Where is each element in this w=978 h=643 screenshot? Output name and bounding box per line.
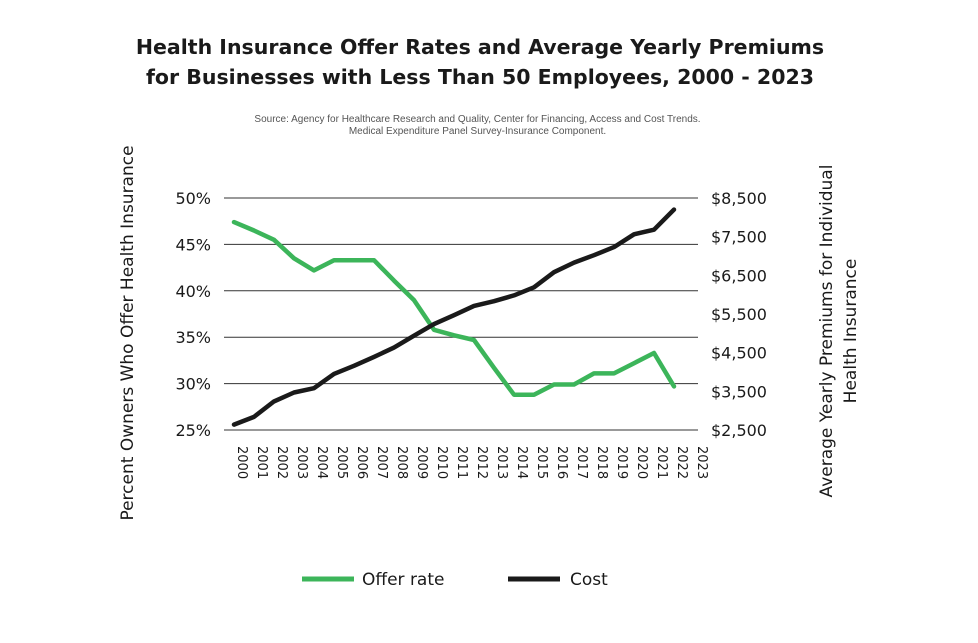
legend-label-offer-rate: Offer rate	[362, 570, 444, 590]
x-tick-label: 2004	[314, 446, 329, 479]
x-tick-label: 2018	[594, 446, 609, 479]
x-tick-label: 2022	[674, 446, 689, 479]
source-line-1: Source: Agency for Healthcare Research a…	[254, 114, 701, 125]
legend: Offer rate Cost	[302, 570, 608, 590]
right-y-tick-label: $4,500	[711, 344, 767, 363]
x-tick-label: 2015	[534, 446, 549, 479]
x-tick-label: 2006	[354, 446, 369, 479]
x-axis-ticks: 2000 2001 2002 2003 2004 2005 2006 2007 2008 2009…	[234, 446, 709, 479]
left-y-axis-ticks: 50% 45% 40% 35% 30% 25%	[175, 189, 211, 440]
x-tick-label: 2017	[574, 446, 589, 479]
x-tick-label: 2000	[234, 446, 249, 479]
right-y-tick-label: $2,500	[711, 421, 767, 440]
left-y-tick-label: 40%	[175, 282, 211, 301]
x-tick-label: 2012	[474, 446, 489, 479]
right-y-tick-label: $6,500	[711, 266, 767, 285]
x-tick-label: 2007	[374, 446, 389, 479]
left-axis-label: Percent Owners Who Offer Health Insuranc…	[118, 145, 138, 520]
right-y-axis-ticks: $8,500 $7,500 $6,500 $5,500 $4,500 $3,500 $2,5…	[711, 189, 767, 440]
x-tick-label: 2001	[254, 446, 269, 479]
left-y-tick-label: 25%	[175, 421, 211, 440]
x-tick-label: 2013	[494, 446, 509, 479]
x-tick-label: 2005	[334, 446, 349, 479]
x-tick-label: 2020	[634, 446, 649, 479]
chart-title-line-1: Health Insurance Offer Rates and Average…	[135, 35, 825, 59]
x-tick-label: 2010	[434, 446, 449, 479]
chart-title: Health Insurance Offer Rates and Average…	[0, 32, 960, 92]
x-tick-label: 2009	[414, 446, 429, 479]
x-tick-label: 2021	[654, 446, 669, 479]
series-lines	[231, 207, 677, 427]
right-axis-label-line-1: Average Yearly Premiums for Individual	[817, 165, 837, 498]
chart-title-line-2: for Businesses with Less Than 50 Employe…	[146, 65, 814, 89]
left-y-tick-label: 30%	[175, 375, 211, 394]
left-y-tick-label: 50%	[175, 189, 211, 208]
x-tick-label: 2011	[454, 446, 469, 479]
chart-source: Source: Agency for Healthcare Research a…	[0, 114, 955, 138]
legend-label-cost: Cost	[570, 570, 608, 590]
x-tick-label: 2014	[514, 446, 529, 479]
x-tick-label: 2016	[554, 446, 569, 479]
left-y-tick-label: 45%	[175, 235, 211, 254]
left-y-tick-label: 35%	[175, 328, 211, 347]
x-tick-label: 2002	[274, 446, 289, 479]
x-tick-label: 2003	[294, 446, 309, 479]
right-y-tick-label: $3,500	[711, 382, 767, 401]
right-y-tick-label: $7,500	[711, 228, 767, 247]
x-tick-label: 2008	[394, 446, 409, 479]
right-y-tick-label: $5,500	[711, 305, 767, 324]
source-line-2: Medical Expenditure Panel Survey-Insuran…	[348, 126, 607, 137]
cost-line	[231, 207, 677, 427]
right-axis-label-line-2: Health Insurance	[841, 259, 861, 404]
x-tick-label: 2019	[614, 446, 629, 479]
right-y-tick-label: $8,500	[711, 189, 767, 208]
x-tick-label: 2023	[694, 446, 709, 479]
